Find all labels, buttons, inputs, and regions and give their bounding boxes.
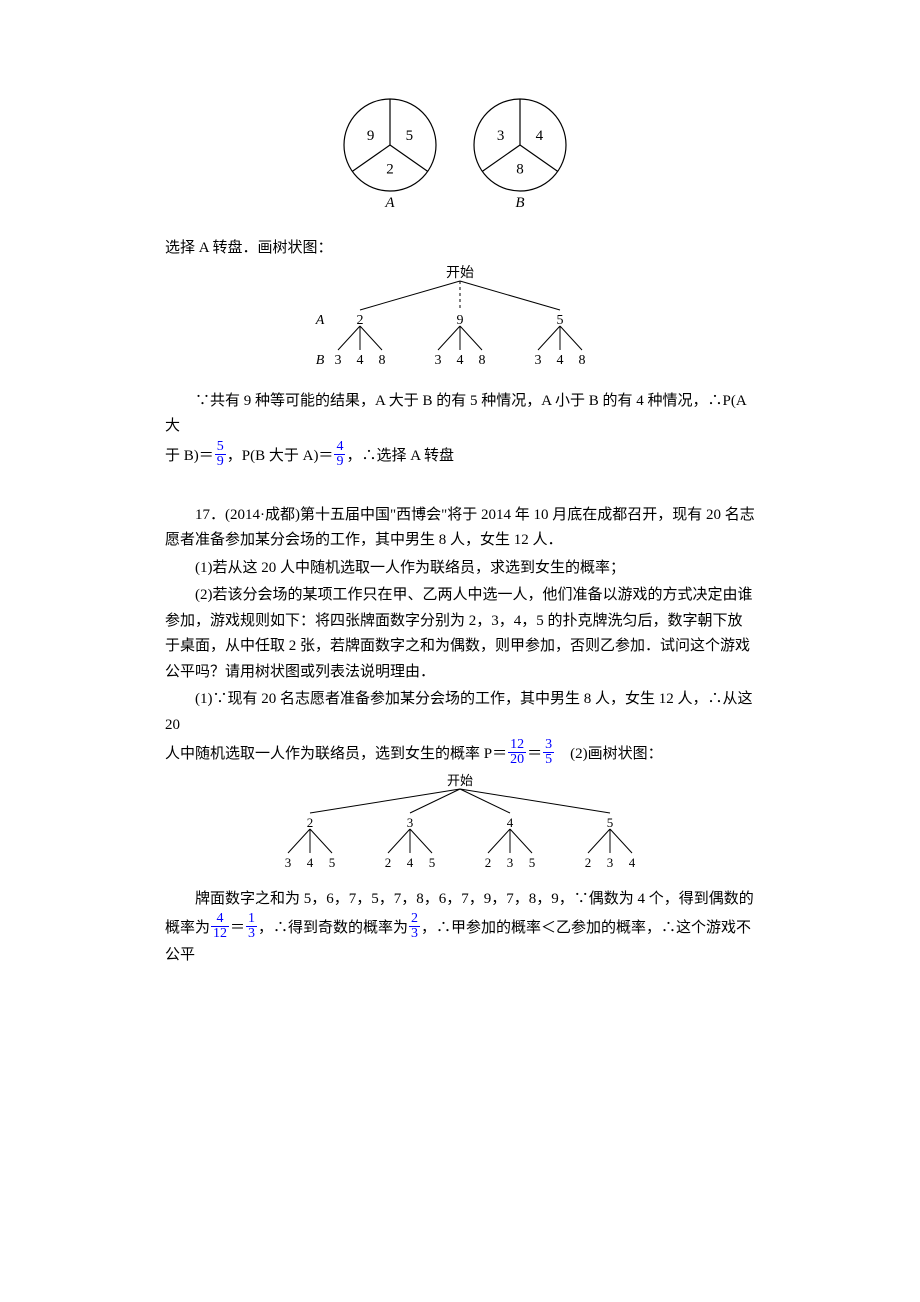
svg-text:2: 2: [385, 855, 392, 870]
sol2-eq1: ＝: [230, 920, 245, 936]
svg-text:9: 9: [367, 128, 375, 144]
sol1-mid: 人中随机选取一人作为联络员，选到女生的概率 P＝: [165, 746, 507, 762]
conc1-pre: ∵共有 9 种等可能的结果，A 大于 B 的有 5 种情况，A 小于 B 的有 …: [165, 393, 746, 435]
q17-part2: (2)若该分会场的某项工作只在甲、乙两人中选一人，他们准备以游戏的方式决定由谁参…: [165, 583, 755, 685]
q17-header: 17．(2014·成都)第十五届中国"西博会"将于 2014 年 10 月底在成…: [165, 503, 755, 554]
svg-text:开始: 开始: [446, 265, 474, 281]
svg-text:2: 2: [585, 855, 592, 870]
sol1-frac2: 35: [543, 738, 554, 767]
svg-text:3: 3: [407, 815, 414, 830]
frac-den: 9: [215, 455, 226, 469]
q17-sol2-line1: 牌面数字之和为 5，6，7，5，7，8，6，7，9，7，8，9，∵偶数为 4 个…: [165, 887, 755, 913]
frac-den: 3: [409, 927, 420, 941]
sol2-frac1: 412: [211, 912, 229, 941]
svg-text:A: A: [384, 195, 395, 211]
svg-text:4: 4: [507, 815, 514, 830]
svg-text:4: 4: [536, 128, 544, 144]
q17-sol1-line1: (1)∵现有 20 名志愿者准备参加某分会场的工作，其中男生 8 人，女生 12…: [165, 687, 755, 738]
q17-part1: (1)若从这 20 人中随机选取一人作为联络员，求选到女生的概率；: [165, 556, 755, 582]
svg-text:9: 9: [457, 313, 464, 328]
sol1-post: (2)画树状图：: [555, 746, 663, 762]
svg-text:B: B: [515, 195, 524, 211]
conc1-frac1: 59: [215, 440, 226, 469]
svg-text:3: 3: [335, 353, 342, 368]
frac-num: 5: [215, 440, 226, 455]
conc1-mid2: ，P(B 大于 A)＝: [227, 447, 334, 463]
intro-line: 选择 A 转盘．画树状图：: [165, 236, 755, 262]
svg-text:4: 4: [407, 855, 414, 870]
svg-text:8: 8: [379, 353, 386, 368]
frac-num: 2: [409, 912, 420, 927]
svg-text:B: B: [316, 353, 325, 368]
spinner-svg: 9 5 2 A 3 4 8 B: [320, 90, 600, 220]
svg-text:开始: 开始: [447, 773, 473, 788]
svg-text:8: 8: [579, 353, 586, 368]
q17-sol1-line2: 人中随机选取一人作为联络员，选到女生的概率 P＝1220＝35 (2)画树状图：: [165, 740, 755, 769]
svg-text:2: 2: [307, 815, 314, 830]
svg-text:4: 4: [357, 353, 364, 368]
frac-den: 20: [508, 753, 526, 767]
sol2-frac3: 23: [409, 912, 420, 941]
q17-sol2-line2: 概率为412＝13，∴得到奇数的概率为23，∴甲参加的概率＜乙参加的概率，∴这个…: [165, 914, 755, 969]
frac-num: 4: [211, 912, 229, 927]
tree-diagram-2: 开始2345324542355234: [165, 773, 755, 883]
svg-text:4: 4: [457, 353, 464, 368]
conclusion-1: ∵共有 9 种等可能的结果，A 大于 B 的有 5 种情况，A 小于 B 的有 …: [165, 389, 755, 440]
svg-text:5: 5: [607, 815, 614, 830]
svg-text:2: 2: [485, 855, 492, 870]
sol2-frac2: 13: [246, 912, 257, 941]
sol1-frac1: 1220: [508, 738, 526, 767]
sol1-eq: ＝: [527, 746, 542, 762]
sol2-pre: 概率为: [165, 920, 210, 936]
svg-text:3: 3: [285, 855, 292, 870]
conc1-mid1: 于 B)＝: [165, 447, 214, 463]
svg-text:8: 8: [516, 162, 524, 178]
svg-text:5: 5: [429, 855, 436, 870]
tree-diagram-1: 开始AB234893485348: [165, 265, 755, 385]
svg-text:3: 3: [435, 353, 442, 368]
svg-text:5: 5: [557, 313, 564, 328]
svg-text:A: A: [315, 313, 325, 328]
tree1-svg: 开始AB234893485348: [290, 265, 630, 375]
svg-text:4: 4: [557, 353, 564, 368]
frac-num: 4: [334, 440, 345, 455]
svg-text:5: 5: [406, 128, 414, 144]
svg-text:2: 2: [386, 162, 394, 178]
svg-text:8: 8: [479, 353, 486, 368]
frac-den: 5: [543, 753, 554, 767]
frac-num: 3: [543, 738, 554, 753]
svg-text:3: 3: [497, 128, 505, 144]
svg-text:3: 3: [507, 855, 514, 870]
svg-text:3: 3: [535, 353, 542, 368]
frac-den: 9: [334, 455, 345, 469]
svg-text:5: 5: [329, 855, 336, 870]
svg-text:4: 4: [629, 855, 636, 870]
conc1-post: ，∴选择 A 转盘: [346, 447, 454, 463]
frac-num: 1: [246, 912, 257, 927]
svg-text:4: 4: [307, 855, 314, 870]
frac-den: 12: [211, 927, 229, 941]
svg-text:3: 3: [607, 855, 614, 870]
sol2-mid: ，∴得到奇数的概率为: [258, 920, 408, 936]
frac-num: 12: [508, 738, 526, 753]
conclusion-1b: 于 B)＝59，P(B 大于 A)＝49，∴选择 A 转盘: [165, 442, 755, 471]
svg-text:5: 5: [529, 855, 536, 870]
frac-den: 3: [246, 927, 257, 941]
conc1-frac2: 49: [334, 440, 345, 469]
tree2-svg: 开始2345324542355234: [250, 773, 670, 873]
spinner-figures: 9 5 2 A 3 4 8 B: [165, 90, 755, 230]
svg-text:2: 2: [357, 313, 364, 328]
